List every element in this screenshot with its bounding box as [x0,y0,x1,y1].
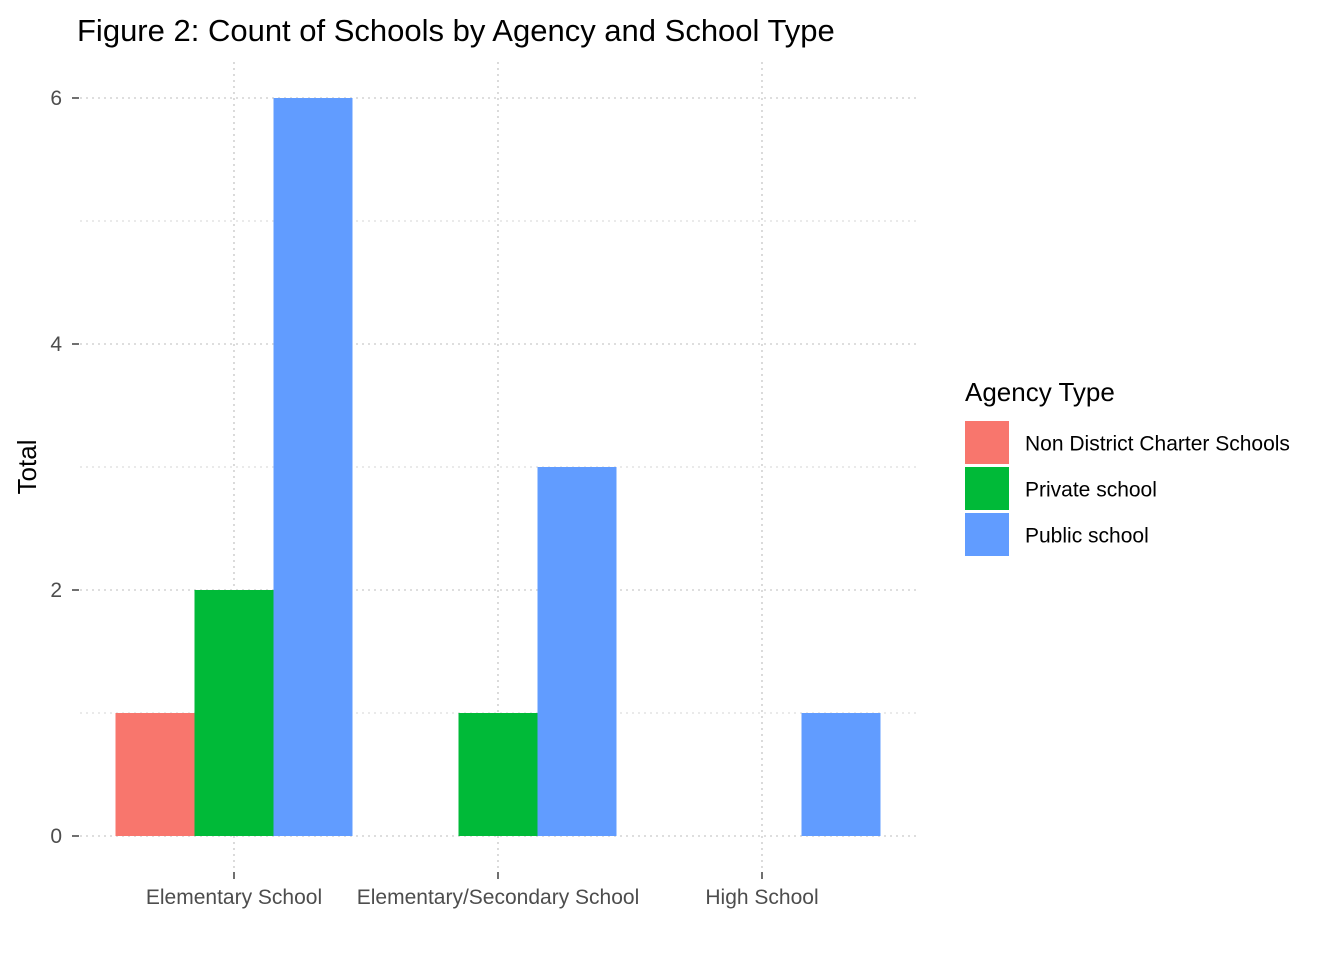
bar-public-school-high-school [801,713,881,836]
legend-label: Private school [1025,479,1157,502]
x-tick-label: High School [705,886,818,909]
y-tick-label: 0 [50,825,62,848]
chart-title: Figure 2: Count of Schools by Agency and… [77,13,835,48]
y-tick-label: 6 [50,87,62,110]
legend-title: Agency Type [965,377,1115,407]
legend-label: Non District Charter Schools [1025,433,1290,456]
y-tick-label: 2 [50,579,62,602]
axis-layer: 0 2 4 6 Elementary School Elementary/Secondar… [50,87,818,909]
bar-public-school-elementary-secondary-school [537,467,617,836]
x-tick-label: Elementary School [146,886,322,909]
legend-label: Public school [1025,525,1149,548]
x-tick-label: Elementary/Secondary School [357,886,640,909]
bars-layer [115,98,881,836]
legend: Agency Type Non District Charter Schools… [965,377,1290,556]
bar-non-district-charter-schools-elementary-school [115,713,195,836]
y-axis-title: Total [12,440,42,495]
bar-private-school-elementary-secondary-school [458,713,538,836]
legend-key-non-district-charter-schools [965,421,1009,464]
y-tick-label: 4 [50,333,62,356]
legend-key-public-school [965,513,1009,556]
bar-private-school-elementary-school [194,590,274,836]
bar-public-school-elementary-school [273,98,353,836]
legend-key-private-school [965,467,1009,510]
